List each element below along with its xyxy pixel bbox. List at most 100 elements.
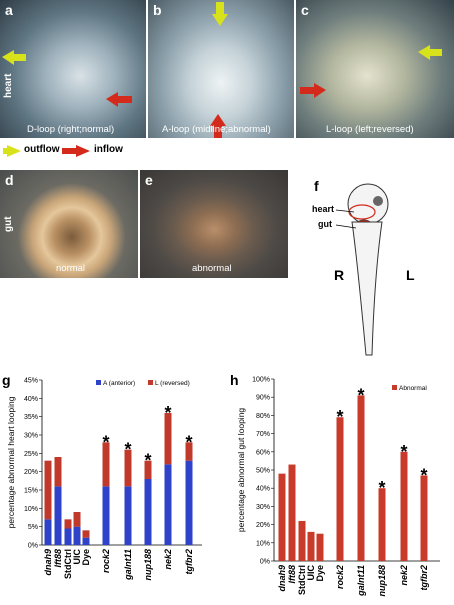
schematic-left-label: L [406,267,415,283]
chart-h-xtick-rock2: rock2 [335,565,345,589]
chart-g-bar-nup188-b [144,460,152,479]
inflow-arrow [300,83,326,98]
panel-c-caption: L-loop (left;reversed) [326,124,414,135]
heart-outline [348,204,376,220]
chart-h-bar-tgfbr2-a [420,475,428,561]
chart-g-xtick-tgfbr2: tgfbr2 [184,549,194,575]
chart-g-bar-nek2-a [164,464,172,545]
chart-h-svg: 0% 10% 20% 30% 40% 50% 60% 70% 80% 90% 100% percent… [236,377,440,597]
inflow-legend-arrow [62,145,90,157]
chart-g-xtick-rock2: rock2 [101,549,111,573]
chart-g-bar-lft88-b [54,457,62,487]
chart-h-xtick-nup188: nup188 [377,565,387,597]
chart-h-ytick-label: 30% [256,504,270,511]
chart-g-xtick-galnt11: galnt11 [123,549,133,581]
chart-g-ytick-label: 10% [24,506,38,513]
chart-g-xtick-Dye: Dye [81,549,91,566]
chart-h-bar-rock2-a [336,417,344,561]
chart-g-significance-star: * [144,451,151,471]
chart-g-bar-dnah9-a [44,519,52,545]
panel-a-caption: D-loop (right;normal) [27,124,115,135]
embryo-drawing [335,183,389,356]
chart-h-bar-StdCtrl-a [298,520,306,561]
chart-g-bar-dnah9-b [44,460,52,520]
chart-g-xtick-nup188: nup188 [143,549,153,581]
chart-g-significance-star: * [102,432,109,452]
chart-h-significance-star: * [357,385,364,405]
chart-h-significance-star: * [378,478,385,498]
chart-h-ytick-label: 20% [256,522,270,529]
chart-g-bar-UIC-b [73,512,81,527]
inflow-arrow [106,92,132,107]
panel-a-label: a [5,2,13,18]
outflow-arrow [418,45,442,60]
chart-g-legend-swatch [96,380,101,385]
panel-b-arrows [210,2,228,138]
chart-h-legend-swatch [392,385,397,390]
panel-d-gut-normal-photo: d gut normal [0,170,138,278]
chart-g-significance-star: * [124,440,131,460]
panel-f-label: f [314,178,319,194]
chart-h-xtick-StdCtrl: StdCtrl [297,565,307,595]
chart-h-bar-nek2-a [400,451,408,561]
panel-d-label: d [5,172,14,188]
gut-pointer [335,224,357,229]
chart-h-bar-galnt11-a [357,395,365,561]
chart-h-gut-looping: h 0% 10% 20% 30% 40% 50% 60% 70% 80% 90% 100% perce… [228,368,454,605]
chart-g-ytick-label: 20% [24,469,38,476]
heart-pointer [335,209,355,213]
panel-b-label: b [153,2,162,18]
panel-e-label: e [145,172,153,188]
chart-g-bar-galnt11-a [124,486,132,545]
chart-h-significance-star: * [400,442,407,462]
embryo-body [351,221,383,356]
chart-g-xtick-StdCtrl: StdCtrl [63,549,73,579]
chart-g-significance-star: * [185,432,192,452]
panel-a-heart-d-loop-photo: a heart D-loop (right;normal) [0,0,146,138]
panel-e-caption: abnormal [192,263,232,274]
chart-g-bar-nek2-b [164,413,172,465]
chart-g-bar-nup188-a [144,479,152,545]
chart-g-ytick-label: 35% [24,414,38,421]
chart-h-ytick-label: 90% [256,395,270,402]
schematic-right-label: R [334,267,345,283]
chart-h-ytick-label: 10% [256,540,270,547]
chart-h-xtick-Dye: Dye [315,565,325,582]
outflow-legend-arrow [3,145,21,157]
panel-c-label: c [301,2,309,18]
chart-g-ytick-label: 40% [24,396,38,403]
chart-g-bar-Dye-b [82,530,90,538]
chart-h-significance-star: * [420,465,427,485]
chart-g-significance-star: * [164,403,171,423]
schematic-heart-label: heart [312,204,335,214]
chart-h-xtick-lft88: lft88 [287,565,297,584]
chart-h-ytick-label: 60% [256,449,270,456]
chart-g-bar-galnt11-b [124,449,132,487]
outflow-legend-label: outflow [24,144,60,155]
chart-h-xtick-tgfbr2: tgfbr2 [419,565,429,591]
schematic-gut-label: gut [318,219,332,229]
panel-b-caption: A-loop (midline;abnormal) [162,124,271,135]
outflow-arrow [212,2,228,26]
chart-g-ytick-label: 30% [24,433,38,440]
chart-h-ytick-label: 100% [252,377,270,384]
chart-h-ytick-label: 80% [256,413,270,420]
chart-g-ytick-label: 5% [28,524,38,531]
panel-d-caption: normal [56,263,86,274]
chart-g-svg: 0% 5% 10% 15% 20% 25% 30% 35% 40% 45% percentage a… [6,378,202,581]
gut-side-label: gut [3,216,14,232]
chart-g-bar-Dye-a [82,537,90,545]
chart-g-panel-label: g [2,372,11,388]
chart-h-bar-nup188-a [378,488,386,561]
panel-c-heart-l-loop-photo: c L-loop (left;reversed) [296,0,454,138]
chart-h-ytick-label: 70% [256,431,270,438]
chart-g-bar-rock2-b [102,442,110,487]
chart-g-ytick-label: 25% [24,451,38,458]
chart-g-bar-tgfbr2-b [185,442,193,461]
arrow-legend: outflow inflow [0,139,454,165]
chart-g-xtick-nek2: nek2 [163,549,173,570]
chart-g-heart-looping: g 0% 5% 10% 15% 20% 25% 30% 35% 40% 45% percentage… [0,368,218,605]
chart-h-xtick-dnah9: dnah9 [277,565,287,592]
chart-g-ytick-label: 15% [24,488,38,495]
outflow-arrow [2,50,26,65]
